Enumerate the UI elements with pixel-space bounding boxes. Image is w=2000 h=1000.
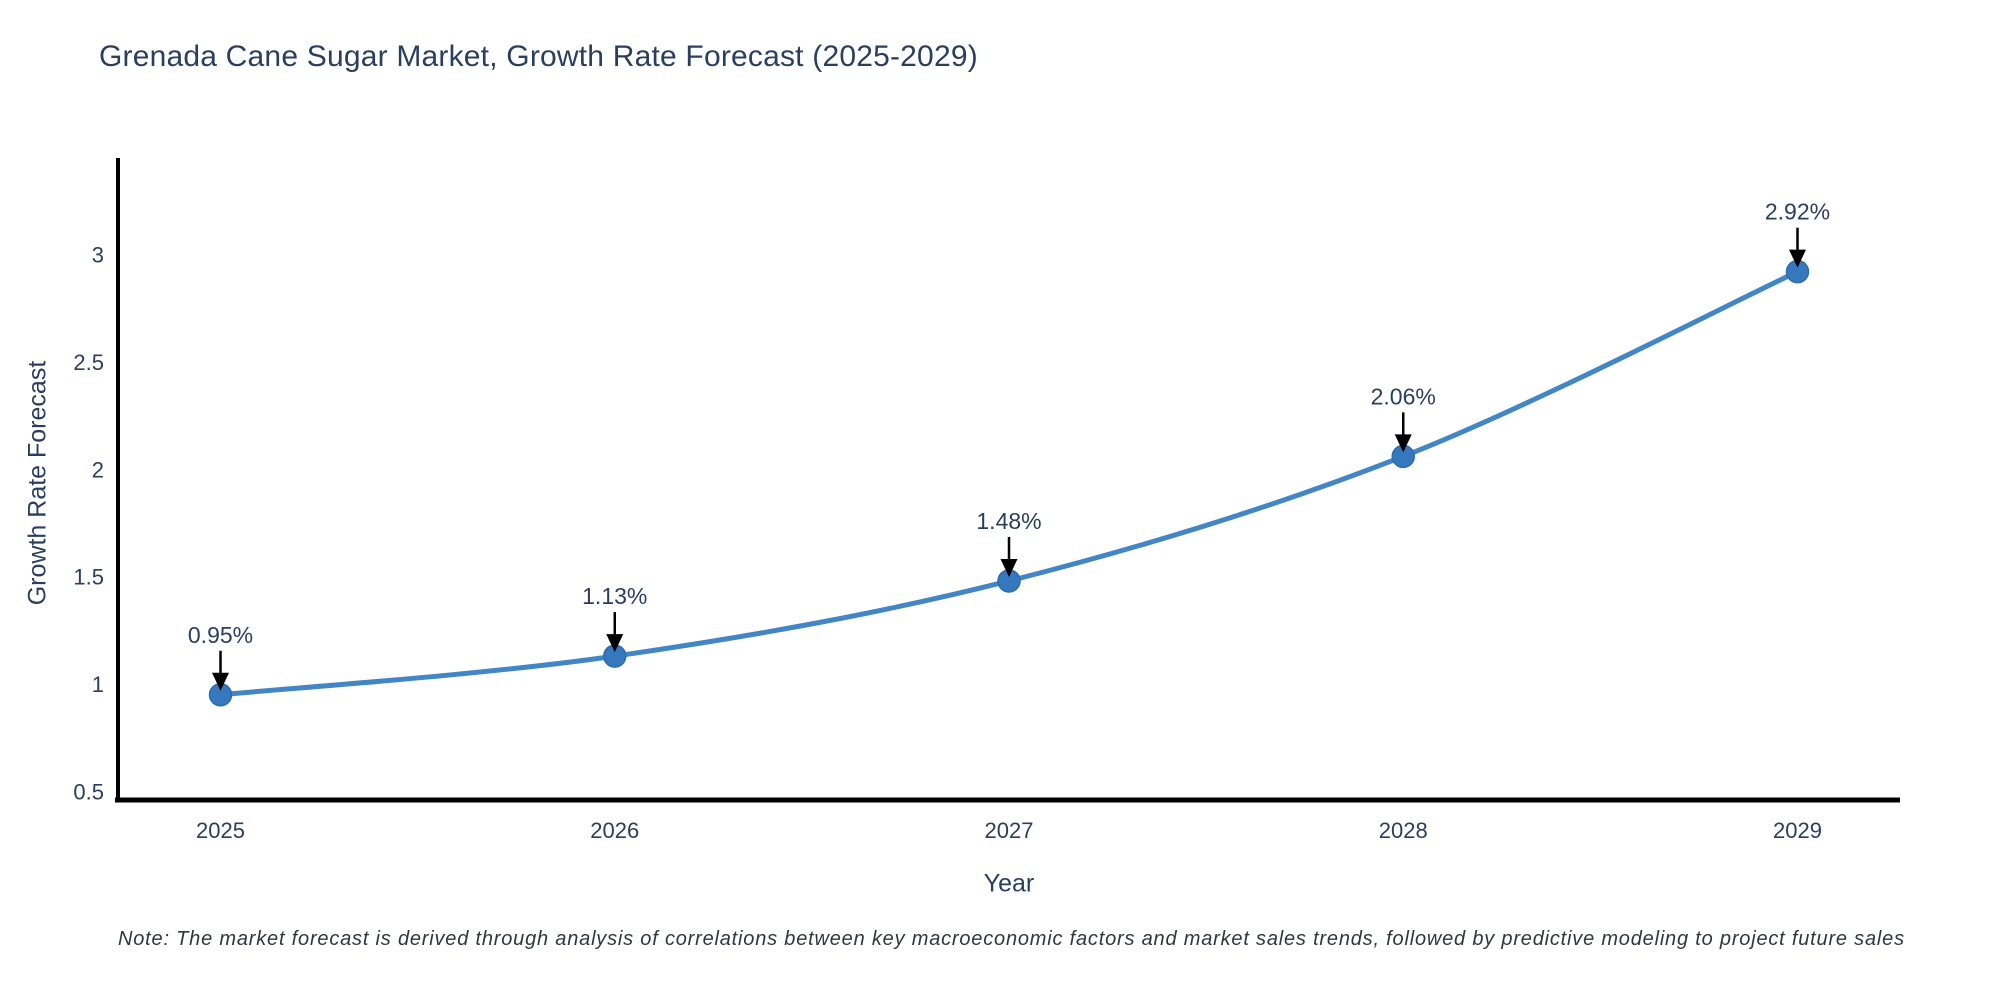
y-tick-label: 2.5 [73,350,104,375]
data-point-label: 1.48% [976,508,1041,534]
x-tick-label: 2026 [590,818,639,843]
y-tick-label: 2 [92,457,104,482]
annotation-arrowhead-icon [606,634,624,653]
x-tick-label: 2029 [1773,818,1822,843]
data-point-label: 1.13% [582,583,647,609]
y-tick-label: 0.5 [73,779,104,804]
x-tick-label: 2028 [1379,818,1428,843]
annotation-arrowhead-icon [212,672,230,691]
y-tick-label: 3 [92,242,104,267]
data-point-label: 0.95% [188,622,253,648]
x-axis-title: Year [983,869,1035,898]
annotation-arrowhead-icon [1788,249,1806,268]
x-tick-label: 2025 [196,818,245,843]
data-point-label: 2.92% [1765,199,1830,225]
annotation-arrowhead-icon [1394,434,1412,453]
annotation-arrowhead-icon [1000,558,1018,577]
chart-title: Grenada Cane Sugar Market, Growth Rate F… [99,40,978,73]
trend-line [218,269,1800,698]
y-tick-label: 1 [92,672,104,697]
x-tick-label: 2027 [985,818,1034,843]
y-tick-label: 1.5 [73,565,104,590]
data-point-label: 2.06% [1371,383,1436,409]
footnote-text: Note: The market forecast is derived thr… [118,928,1905,950]
